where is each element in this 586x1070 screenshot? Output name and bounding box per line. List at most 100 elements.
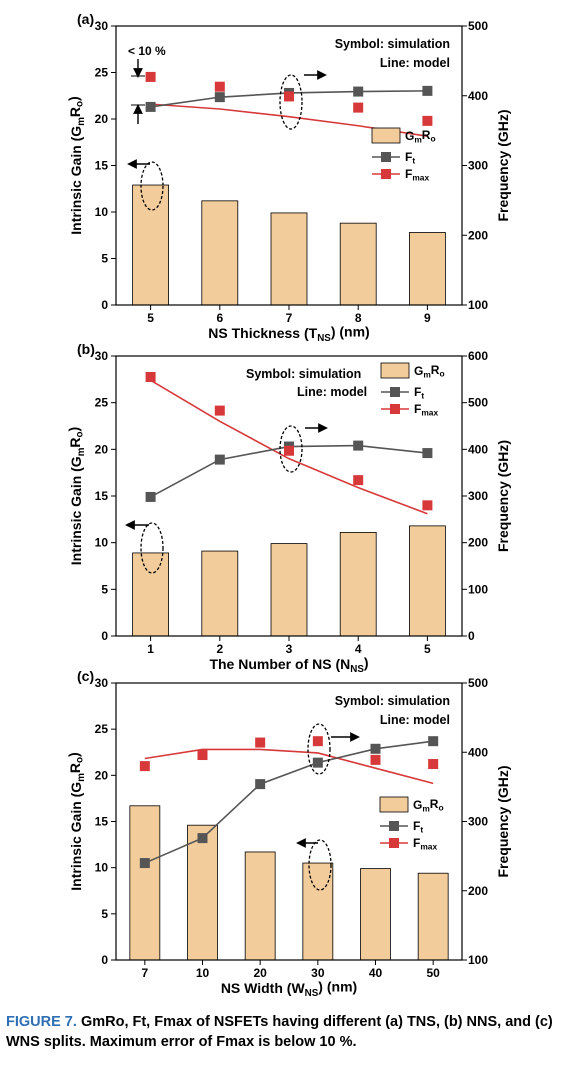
tick-label-x: 50 xyxy=(426,966,440,980)
legend-swatch-gmro xyxy=(381,363,409,378)
figure-caption: FIGURE 7. GmRo, Ft, Fmax of NSFETs havin… xyxy=(6,1012,580,1052)
tick-label-x: 3 xyxy=(286,642,293,656)
point-ft xyxy=(353,87,363,97)
legend-label-ft: Ft xyxy=(413,819,423,835)
bar-gmro xyxy=(245,852,275,960)
tick-label-left: 5 xyxy=(101,252,108,266)
legend-marker-fmax xyxy=(381,169,391,179)
bar-gmro xyxy=(271,213,307,305)
tick-label-left: 15 xyxy=(95,159,109,173)
point-ft xyxy=(198,833,208,843)
bar-gmro xyxy=(202,201,238,305)
point-fmax xyxy=(313,736,323,746)
tick-label-left: 20 xyxy=(95,442,109,456)
point-fmax xyxy=(215,406,225,416)
point-fmax xyxy=(422,116,432,126)
tick-label-x: 10 xyxy=(196,966,210,980)
note-line: Line: model xyxy=(380,56,450,70)
tick-label-x: 20 xyxy=(253,966,267,980)
y-axis-title-left: Intrinsic Gain (GmRo) xyxy=(65,752,86,890)
tick-label-x: 9 xyxy=(424,311,431,325)
line-fmax-model xyxy=(145,749,433,783)
bar-gmro xyxy=(340,223,376,305)
point-fmax xyxy=(146,372,156,382)
legend-marker-ft xyxy=(390,387,400,397)
point-fmax xyxy=(371,755,381,765)
tick-label-left: 25 xyxy=(95,722,109,736)
tick-label-left: 20 xyxy=(95,112,109,126)
tick-label-left: 5 xyxy=(101,582,108,596)
bar-gmro xyxy=(133,553,169,636)
tick-label-right: 400 xyxy=(468,442,488,456)
x-axis-title: NS Thickness (TNS) (nm) xyxy=(208,324,369,344)
legend-marker-ft xyxy=(381,152,391,162)
tick-label-x: 40 xyxy=(369,966,383,980)
annotation-error: < 10 % xyxy=(128,44,166,58)
bar-gmro xyxy=(202,551,238,636)
tick-label-x: 7 xyxy=(141,966,148,980)
point-ft xyxy=(422,448,432,458)
bar-gmro xyxy=(340,532,376,636)
tick-label-right: 0 xyxy=(468,629,475,643)
legend-label-fmax: Fmax xyxy=(414,402,438,418)
point-fmax xyxy=(255,738,265,748)
tick-label-right: 500 xyxy=(468,19,488,33)
tick-label-left: 15 xyxy=(95,489,109,503)
point-ft xyxy=(215,92,225,102)
legend-label-fmax: Fmax xyxy=(413,836,437,852)
note-line: Line: model xyxy=(380,713,450,727)
legend-label-ft: Ft xyxy=(414,385,424,401)
legend-label-fmax: Fmax xyxy=(405,167,429,183)
tick-label-right: 200 xyxy=(468,884,488,898)
note-symbol: Symbol: simulation xyxy=(335,37,450,51)
legend-marker-ft xyxy=(389,821,399,831)
tick-label-left: 25 xyxy=(95,396,109,410)
legend-label-gmro: GmRo xyxy=(413,797,444,814)
tick-label-left: 0 xyxy=(101,953,108,967)
tick-label-right: 100 xyxy=(468,298,488,312)
note-symbol: Symbol: simulation xyxy=(246,367,361,381)
x-axis-title: NS Width (WNS) (nm) xyxy=(221,979,357,999)
legend-swatch-gmro xyxy=(372,128,400,143)
bar-gmro xyxy=(418,873,448,960)
point-ft xyxy=(255,779,265,789)
tick-label-x: 1 xyxy=(147,642,154,656)
tick-label-left: 10 xyxy=(95,205,109,219)
tick-label-right: 600 xyxy=(468,349,488,363)
point-ft xyxy=(146,492,156,502)
point-fmax xyxy=(284,446,294,456)
legend-marker-fmax xyxy=(390,404,400,414)
bar-gmro xyxy=(303,863,333,960)
y-axis-title-left: Intrinsic Gain (GmRo) xyxy=(65,427,86,565)
tick-label-x: 4 xyxy=(355,642,362,656)
point-fmax xyxy=(353,103,363,113)
tick-label-right: 400 xyxy=(468,745,488,759)
y-axis-title-right: Frequency (GHz) xyxy=(495,109,511,221)
tick-label-left: 10 xyxy=(95,861,109,875)
point-ft xyxy=(313,758,323,768)
tick-label-right: 400 xyxy=(468,89,488,103)
point-ft xyxy=(140,858,150,868)
note-line: Line: model xyxy=(297,385,367,399)
tick-label-right: 100 xyxy=(468,953,488,967)
tick-label-right: 200 xyxy=(468,536,488,550)
tick-label-left: 5 xyxy=(101,907,108,921)
legend-label-gmro: GmRo xyxy=(405,128,436,145)
point-ft xyxy=(371,744,381,754)
y-axis-title-right: Frequency (GHz) xyxy=(495,765,511,877)
point-ft xyxy=(353,441,363,451)
y-axis-title-right: Frequency (GHz) xyxy=(495,440,511,552)
bar-gmro xyxy=(271,544,307,636)
point-fmax xyxy=(422,500,432,510)
bar-gmro xyxy=(133,185,169,305)
tick-label-x: 5 xyxy=(147,311,154,325)
chart-panel-c: (c) 0 5 10 15 20 25 30 100 200 300 400 500 7 10 20 30 40 5… xyxy=(65,668,511,999)
bar-gmro xyxy=(409,526,445,636)
tick-label-right: 500 xyxy=(468,396,488,410)
tick-label-right: 100 xyxy=(468,582,488,596)
legend-label-gmro: GmRo xyxy=(414,363,445,380)
